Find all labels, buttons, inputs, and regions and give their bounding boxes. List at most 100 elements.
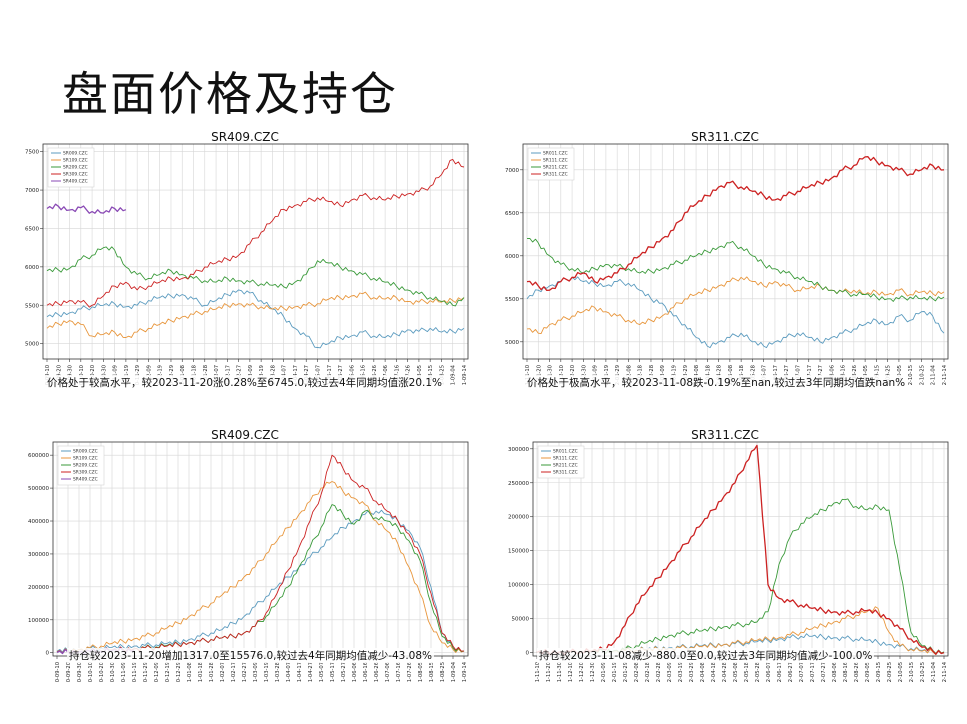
x-tick-label: 0-10-20 — [99, 662, 105, 682]
y-tick-label: 250000 — [508, 481, 529, 487]
chart-title: SR409.CZC — [211, 130, 279, 144]
y-tick-label: 200000 — [508, 515, 529, 521]
plot-frame — [522, 143, 949, 360]
y-tick-label: 400000 — [28, 519, 49, 525]
x-tick-label: 1-06-16 — [363, 662, 369, 682]
x-tick-label: 1-08-15 — [429, 662, 435, 682]
x-tick-label: 2-10-05 — [898, 662, 904, 682]
x-tick-label: 1-12-10 — [568, 662, 574, 682]
chart-title: SR311.CZC — [691, 130, 759, 144]
x-tick-label: 2-10-25 — [920, 662, 926, 682]
x-tick-label: 1-09-04 — [451, 364, 457, 385]
x-tick-label: 0-11-29 — [143, 662, 149, 682]
x-tick-label: 2-10-25 — [919, 365, 925, 385]
legend-label: SR111.CZC — [553, 456, 578, 462]
x-tick-label: 2-05-28 — [755, 662, 761, 682]
x-tick-label: 2-02-18 — [645, 662, 651, 682]
x-tick-label: 1-07-26 — [407, 662, 413, 682]
legend-label: SR109.CZC — [73, 456, 98, 462]
series-line-sr311-czc — [526, 156, 945, 292]
series-line-sr009-czc — [56, 509, 465, 653]
y-tick-label: 6500 — [505, 211, 519, 217]
x-tick-label: 2-07-27 — [821, 662, 827, 682]
x-tick-label: 2-09-25 — [887, 662, 893, 682]
chart-title: SR311.CZC — [691, 428, 759, 442]
x-tick-label: 0-09-10 — [55, 662, 61, 682]
y-tick-label: 500000 — [28, 486, 49, 492]
x-tick-label: 2-04-18 — [711, 662, 717, 682]
y-tick-label: 600000 — [28, 453, 49, 459]
x-tick-label: 0-11-19 — [132, 662, 138, 682]
chart-panel-sr409-oi: SR409.CZC 0-09-10 0-09-20 0-09-30 0-10-10 0-… — [15, 426, 475, 718]
legend-label: SR409.CZC — [63, 179, 88, 185]
series-line-sr011-czc — [526, 276, 945, 349]
x-tick-label: 0-12-29 — [176, 662, 182, 682]
series-line-sr211-czc — [526, 237, 945, 302]
plot-frame — [52, 441, 469, 657]
x-tick-label: 2-10-15 — [908, 365, 914, 385]
legend-label: SR009.CZC — [73, 449, 98, 455]
x-tick-label: 2-08-16 — [843, 662, 849, 682]
x-tick-label: 1-02-17 — [231, 662, 237, 682]
x-tick-label: 0-09-20 — [66, 662, 72, 682]
x-tick-label: 2-06-07 — [766, 662, 772, 682]
series-line-sr111-czc — [526, 276, 945, 335]
x-tick-label: 0-12-19 — [165, 662, 171, 682]
x-tick-label: 1-04-27 — [308, 662, 314, 682]
y-tick-label: 5500 — [25, 303, 39, 309]
x-tick-label: 1-03-28 — [275, 662, 281, 682]
x-tick-label: 2-11-14 — [942, 364, 948, 385]
legend-label: SR309.CZC — [63, 172, 88, 178]
x-tick-label: 2-04-08 — [700, 662, 706, 682]
x-tick-label: 1-02-07 — [220, 662, 226, 682]
x-tick-label: 2-07-07 — [799, 662, 805, 682]
legend-label: SR209.CZC — [63, 165, 88, 171]
chart-panel-sr311-price: SR311.CZC 1-11-101-11-201-11-301-12-101-… — [495, 128, 955, 394]
x-tick-label: 2-11-14 — [942, 661, 948, 682]
x-tick-label: 2-02-28 — [656, 662, 662, 682]
x-tick-label: 1-01-18 — [198, 662, 204, 682]
x-tick-label: 1-05-07 — [319, 662, 325, 682]
x-tick-label: 1-01-28 — [209, 662, 215, 682]
x-tick-label: 1-11-20 — [546, 662, 552, 682]
legend-label: SR011.CZC — [543, 151, 568, 157]
x-tick-label: 2-05-18 — [744, 662, 750, 682]
x-tick-label: 1-08-05 — [418, 662, 424, 682]
x-tick-label: 0-10-30 — [110, 662, 116, 682]
x-tick-label: 0-10-10 — [88, 662, 94, 682]
x-tick-label: 1-09-14 — [462, 661, 468, 682]
x-tick-label: 2-10-15 — [909, 662, 915, 682]
x-tick-label: 1-09-04 — [451, 661, 457, 682]
x-tick-label: 1-06-06 — [352, 662, 358, 682]
x-tick-label: 1-02-27 — [242, 662, 248, 682]
legend-label: SR311.CZC — [553, 470, 578, 476]
chart-title: SR409.CZC — [211, 428, 279, 442]
y-tick-label: 300000 — [508, 447, 529, 453]
y-tick-label: 6000 — [25, 265, 39, 271]
x-tick-label: 2-11-04 — [931, 364, 937, 385]
x-tick-label: 2-09-15 — [876, 662, 882, 682]
y-tick-label: 7000 — [505, 168, 519, 174]
x-tick-label: 0-09-30 — [77, 662, 83, 682]
y-tick-label: 7000 — [25, 188, 39, 194]
legend-label: SR011.CZC — [553, 449, 578, 455]
x-tick-label: 2-04-28 — [722, 662, 728, 682]
x-tick-label: 2-08-26 — [854, 662, 860, 682]
chart-panel-sr409-price: SR409.CZC 0-09-100-09-200-09-300-10-100-… — [15, 128, 475, 394]
x-tick-label: 1-11-10 — [535, 662, 541, 682]
x-tick-label: 2-06-27 — [788, 662, 794, 682]
x-tick-label: 0-12-09 — [154, 662, 160, 682]
x-tick-label: 1-07-16 — [396, 662, 402, 682]
legend-label: SR311.CZC — [543, 172, 568, 178]
x-tick-label: 1-12-20 — [579, 662, 585, 682]
x-tick-label: 2-09-05 — [865, 662, 871, 682]
x-tick-label: 2-08-06 — [832, 662, 838, 682]
y-tick-label: 150000 — [508, 549, 529, 555]
x-tick-label: 1-11-30 — [557, 662, 563, 682]
plot-frame — [42, 143, 469, 360]
x-tick-label: 2-11-04 — [931, 661, 937, 682]
y-tick-label: 6000 — [505, 254, 519, 260]
x-tick-label: 2-01-29 — [623, 662, 629, 682]
series-line-sr109-czc — [56, 481, 465, 654]
page-title: 盘面价格及持仓 — [62, 67, 398, 121]
